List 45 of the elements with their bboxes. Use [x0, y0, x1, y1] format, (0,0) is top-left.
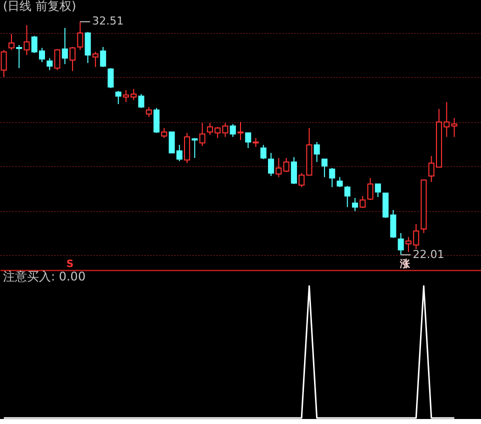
candlestick [283, 158, 290, 172]
candlestick [153, 108, 160, 134]
candlestick [230, 124, 236, 138]
candlestick [329, 168, 336, 188]
candlestick [290, 156, 297, 184]
text: 涨 [399, 258, 411, 270]
candlestick [268, 152, 274, 176]
candlestick [62, 27, 68, 65]
candlestick [192, 138, 198, 159]
candlestick [184, 132, 190, 164]
candlestick [8, 33, 14, 50]
candlestick [70, 46, 76, 72]
candlestick [237, 122, 244, 141]
annotation: 22.01 [412, 248, 444, 261]
candlestick [321, 158, 328, 178]
candlestick [46, 58, 53, 71]
candlestick [115, 90, 122, 105]
text: S [66, 259, 74, 270]
candlestick [146, 106, 152, 118]
candlestick [360, 195, 366, 208]
candlestick [16, 44, 22, 69]
candlestick [314, 142, 320, 163]
candlestick [398, 232, 404, 256]
candlestick [374, 183, 381, 198]
candlestick [84, 31, 91, 64]
candlestick [260, 144, 266, 160]
annotation: 32.51 [92, 14, 124, 28]
candlestick [276, 158, 282, 178]
candlestick [54, 48, 60, 71]
candlestick [77, 21, 84, 50]
candlestick [138, 94, 144, 109]
chart-title: (日线 前复权) [3, 0, 76, 13]
candlestick [352, 197, 358, 212]
candlestick [245, 132, 252, 149]
candlestick [92, 51, 98, 68]
chart-title: 注意买入: 0.00 [3, 269, 86, 284]
candlestick [100, 46, 106, 68]
candlestick [344, 185, 350, 208]
candlestick [336, 176, 343, 188]
candlestick [108, 68, 114, 89]
candlestick [451, 118, 458, 138]
candlestick [161, 128, 168, 139]
candlestick [24, 24, 30, 56]
candlestick [367, 177, 374, 200]
candlestick [199, 122, 206, 147]
